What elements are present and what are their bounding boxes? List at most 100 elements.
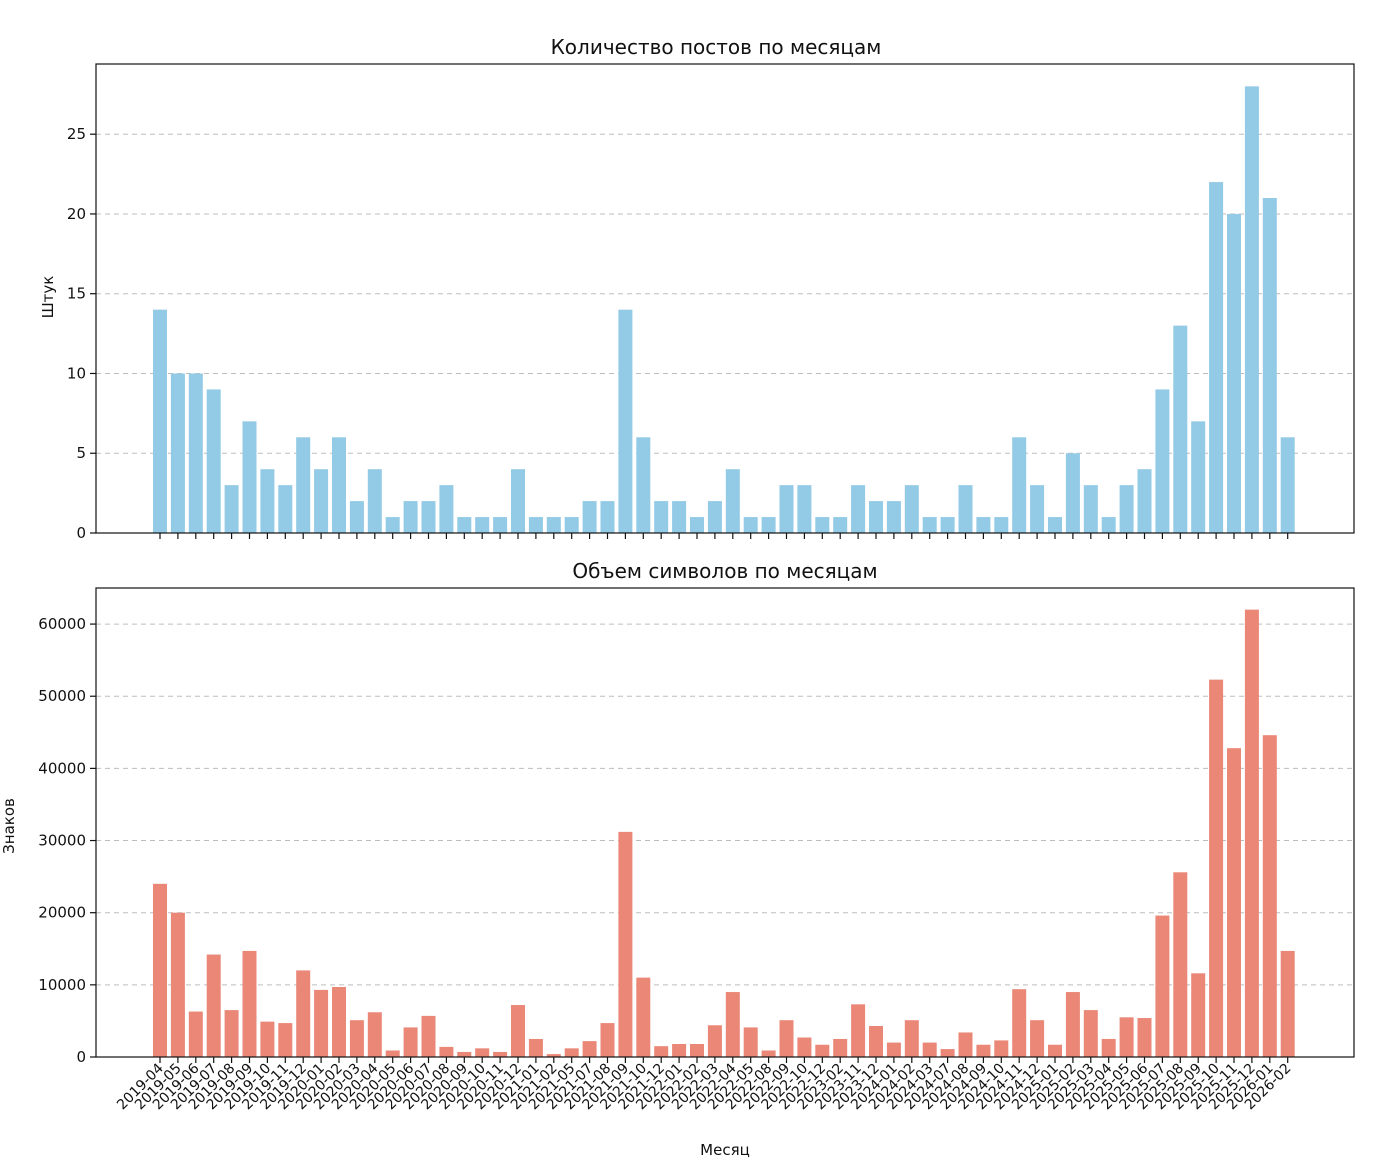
bar [1280,950,1295,1057]
x-tick-labels: 2019-042019-052019-062019-072019-082019-… [114,1057,1295,1113]
bar [1083,485,1098,533]
chart-title: Объем символов по месяцам [572,559,877,583]
y-tick-label: 10000 [38,976,86,994]
bar [1191,973,1206,1057]
bar [349,1020,364,1057]
bar [493,1051,508,1057]
bar [1155,915,1170,1057]
bar [851,485,866,533]
bar [779,485,794,533]
bar [600,1023,615,1057]
bar [170,373,185,533]
y-tick-label: 0 [76,524,86,542]
bar [188,373,203,533]
bars [153,86,1295,534]
bar [725,469,740,533]
bar [1137,469,1152,533]
y-tick-label: 60000 [38,615,86,633]
bar [904,485,919,533]
y-tick-label: 15 [67,285,86,303]
bar [1083,1010,1098,1057]
bar [690,517,704,533]
y-tick-label: 10 [67,364,86,382]
bar [296,437,311,533]
bar [457,517,472,533]
bar [1244,86,1259,533]
bar [1101,517,1116,533]
bar [654,1046,669,1057]
bar [528,1038,543,1057]
bar [1119,485,1134,533]
bar [1173,325,1188,533]
bar [206,954,221,1057]
bar [349,501,364,533]
bar [690,1044,704,1057]
bar [493,517,508,533]
bar [367,1012,382,1057]
bar [618,309,633,533]
bar [833,517,848,533]
bar [636,437,651,533]
y-tick-label: 25 [67,125,86,143]
bar [1191,421,1206,533]
bar [886,501,901,533]
bar [242,421,257,533]
bar [421,1015,436,1057]
bar [869,501,883,533]
bar [170,912,185,1057]
y-ticks: 0 10000 20000 30000 40000 50000 60000 [38,615,96,1066]
x-axis-label: Месяц [700,1141,750,1159]
bar [385,1050,400,1057]
bar [1065,453,1080,533]
bar [940,1049,955,1057]
bar [672,1044,687,1057]
chars-volume-chart: Объем символов по месяцам Знаков 0 10000 2… [0,559,1355,1159]
y-axis-label: Знаков [0,798,18,854]
bar [600,501,615,533]
bar [618,831,633,1057]
bar [421,501,436,533]
bar [797,1037,812,1057]
bar [1137,1018,1152,1057]
bar [278,1023,293,1057]
y-tick-label: 30000 [38,832,86,850]
chart-title: Количество постов по месяцам [551,35,882,59]
bar [707,501,722,533]
bar [672,501,687,533]
bar [1101,1038,1116,1057]
bar [528,517,543,533]
bar [994,1040,1009,1057]
bar [1262,198,1277,533]
bar [367,469,382,533]
bar [1209,679,1224,1057]
bar [922,517,937,533]
bar [958,1032,973,1057]
y-tick-label: 5 [76,444,86,462]
bar [206,389,221,533]
bar [1209,182,1224,534]
bar [904,1020,919,1057]
bar [1262,735,1277,1057]
bar [743,517,758,533]
bar [403,1027,418,1057]
bar [958,485,973,533]
bar [260,469,275,533]
y-tick-label: 50000 [38,687,86,705]
bar [546,1054,561,1057]
bar [314,469,329,533]
bar [314,989,329,1057]
bar [1065,992,1080,1057]
bar [922,1042,937,1057]
bar [707,1025,722,1057]
bar [940,517,955,533]
bar [761,1050,776,1057]
plot-frame [95,63,1355,534]
bar [296,970,311,1057]
bar [403,501,418,533]
bar [976,1044,991,1057]
bar [457,1051,472,1057]
bar [278,485,293,533]
bar [1227,213,1241,533]
bar [546,517,561,533]
posts-count-chart: Количество постов по месяцам Штук 0 5 10 15… [39,35,1355,542]
